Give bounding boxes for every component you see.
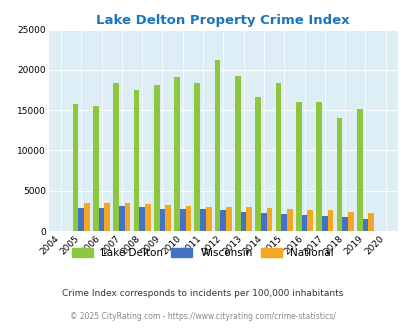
Legend: Lake Delton, Wisconsin, National: Lake Delton, Wisconsin, National <box>68 244 337 262</box>
Bar <box>185 207 191 231</box>
Bar <box>78 208 84 231</box>
Bar <box>341 217 347 231</box>
Bar <box>275 83 281 231</box>
Bar <box>174 77 179 231</box>
Bar <box>139 207 145 231</box>
Bar <box>226 207 231 231</box>
Bar <box>205 207 211 231</box>
Bar <box>145 204 150 231</box>
Text: Crime Index corresponds to incidents per 100,000 inhabitants: Crime Index corresponds to incidents per… <box>62 289 343 298</box>
Bar <box>356 109 362 231</box>
Bar <box>327 211 333 231</box>
Bar <box>84 203 90 231</box>
Bar <box>124 203 130 231</box>
Bar <box>165 205 171 231</box>
Bar <box>255 97 260 231</box>
Bar <box>159 209 165 231</box>
Bar <box>281 214 286 231</box>
Bar <box>362 218 367 231</box>
Bar <box>214 60 220 231</box>
Bar <box>104 203 110 231</box>
Bar <box>240 212 246 231</box>
Text: © 2025 CityRating.com - https://www.cityrating.com/crime-statistics/: © 2025 CityRating.com - https://www.city… <box>70 312 335 321</box>
Bar <box>153 85 159 231</box>
Bar <box>133 90 139 231</box>
Title: Lake Delton Property Crime Index: Lake Delton Property Crime Index <box>96 14 349 27</box>
Bar <box>179 209 185 231</box>
Bar <box>234 77 240 231</box>
Bar <box>336 118 341 231</box>
Bar <box>93 106 98 231</box>
Bar <box>266 208 272 231</box>
Bar <box>301 215 307 231</box>
Bar <box>200 209 205 231</box>
Bar <box>347 212 353 231</box>
Bar <box>367 213 373 231</box>
Bar <box>113 83 119 231</box>
Bar <box>72 104 78 231</box>
Bar <box>119 207 124 231</box>
Bar <box>260 213 266 231</box>
Bar <box>220 210 226 231</box>
Bar <box>98 208 104 231</box>
Bar <box>194 83 200 231</box>
Bar <box>321 216 327 231</box>
Bar <box>307 210 312 231</box>
Bar <box>246 207 252 231</box>
Bar <box>315 102 321 231</box>
Bar <box>295 102 301 231</box>
Bar <box>286 209 292 231</box>
